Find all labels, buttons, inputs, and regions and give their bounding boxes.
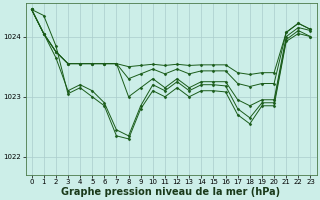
X-axis label: Graphe pression niveau de la mer (hPa): Graphe pression niveau de la mer (hPa) — [61, 187, 281, 197]
